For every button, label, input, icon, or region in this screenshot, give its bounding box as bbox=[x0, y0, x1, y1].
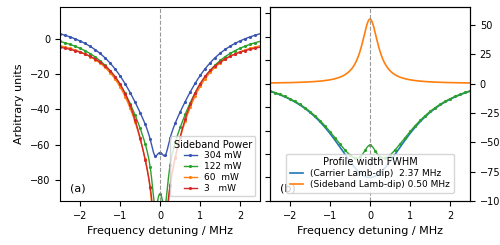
(Sideband Lamb-dip) 0.50 MHz bbox=[423, 80, 429, 83]
(Carrier Lamb-dip)  2.37 MHz bbox=[348, 161, 354, 164]
(Carrier Lamb-dip)  2.37 MHz bbox=[267, 90, 273, 93]
Legend: (Carrier Lamb-dip)  2.37 MHz, (Sideband Lamb-dip) 0.50 MHz: (Carrier Lamb-dip) 2.37 MHz, (Sideband L… bbox=[286, 154, 454, 193]
(Sideband Lamb-dip) 0.50 MHz bbox=[348, 68, 354, 71]
304 mW bbox=[191, 84, 197, 87]
122 mW bbox=[257, 40, 263, 43]
(Carrier Lamb-dip)  2.37 MHz bbox=[423, 114, 429, 117]
(Sideband Lamb-dip) 0.50 MHz bbox=[427, 80, 433, 83]
304 mW bbox=[152, 155, 158, 158]
Line: (Sideband Lamb-dip) 0.50 MHz: (Sideband Lamb-dip) 0.50 MHz bbox=[270, 19, 470, 83]
Text: (b): (b) bbox=[280, 183, 296, 193]
3   mW bbox=[257, 46, 263, 49]
(Sideband Lamb-dip) 0.50 MHz bbox=[367, 18, 373, 21]
3   mW bbox=[108, 71, 114, 74]
304 mW bbox=[208, 61, 214, 63]
Line: 60  mW: 60 mW bbox=[58, 44, 262, 245]
60  mW bbox=[208, 70, 214, 73]
Text: (a): (a) bbox=[70, 183, 86, 193]
304 mW bbox=[92, 48, 98, 51]
(Carrier Lamb-dip)  2.37 MHz bbox=[467, 90, 473, 93]
X-axis label: Frequency detuning / MHz: Frequency detuning / MHz bbox=[297, 226, 443, 236]
(Carrier Lamb-dip)  2.37 MHz bbox=[427, 111, 433, 114]
Line: 3   mW: 3 mW bbox=[58, 45, 262, 245]
3   mW bbox=[175, 143, 181, 146]
60  mW bbox=[148, 190, 154, 193]
304 mW bbox=[148, 139, 154, 142]
Legend: 304 mW, 122 mW, 60  mW, 3   mW: 304 mW, 122 mW, 60 mW, 3 mW bbox=[170, 136, 256, 196]
122 mW bbox=[57, 40, 63, 43]
Y-axis label: Arbitrary units: Arbitrary units bbox=[14, 64, 24, 144]
60  mW bbox=[57, 44, 63, 47]
60  mW bbox=[175, 144, 181, 147]
304 mW bbox=[175, 115, 181, 118]
3   mW bbox=[208, 68, 214, 71]
(Carrier Lamb-dip)  2.37 MHz bbox=[288, 98, 294, 101]
(Sideband Lamb-dip) 0.50 MHz bbox=[288, 81, 294, 84]
3   mW bbox=[92, 58, 98, 61]
Line: (Carrier Lamb-dip)  2.37 MHz: (Carrier Lamb-dip) 2.37 MHz bbox=[270, 91, 470, 177]
3   mW bbox=[148, 188, 154, 191]
60  mW bbox=[191, 97, 197, 100]
60  mW bbox=[92, 58, 98, 61]
Line: 304 mW: 304 mW bbox=[58, 32, 262, 158]
(Sideband Lamb-dip) 0.50 MHz bbox=[267, 82, 273, 85]
(Carrier Lamb-dip)  2.37 MHz bbox=[355, 170, 361, 173]
X-axis label: Frequency detuning / MHz: Frequency detuning / MHz bbox=[87, 226, 233, 236]
60  mW bbox=[108, 73, 114, 76]
122 mW bbox=[208, 68, 214, 71]
(Sideband Lamb-dip) 0.50 MHz bbox=[467, 82, 473, 85]
304 mW bbox=[57, 32, 63, 35]
122 mW bbox=[152, 207, 158, 209]
304 mW bbox=[108, 63, 114, 66]
122 mW bbox=[191, 94, 197, 97]
Line: 122 mW: 122 mW bbox=[58, 40, 262, 210]
(Sideband Lamb-dip) 0.50 MHz bbox=[355, 55, 361, 58]
122 mW bbox=[148, 168, 154, 171]
(Carrier Lamb-dip)  2.37 MHz bbox=[404, 135, 410, 138]
(Carrier Lamb-dip)  2.37 MHz bbox=[367, 176, 373, 179]
122 mW bbox=[92, 56, 98, 59]
122 mW bbox=[108, 71, 114, 74]
60  mW bbox=[257, 44, 263, 47]
(Sideband Lamb-dip) 0.50 MHz bbox=[404, 78, 410, 81]
304 mW bbox=[257, 32, 263, 35]
122 mW bbox=[175, 132, 181, 135]
3   mW bbox=[57, 46, 63, 49]
3   mW bbox=[191, 94, 197, 97]
